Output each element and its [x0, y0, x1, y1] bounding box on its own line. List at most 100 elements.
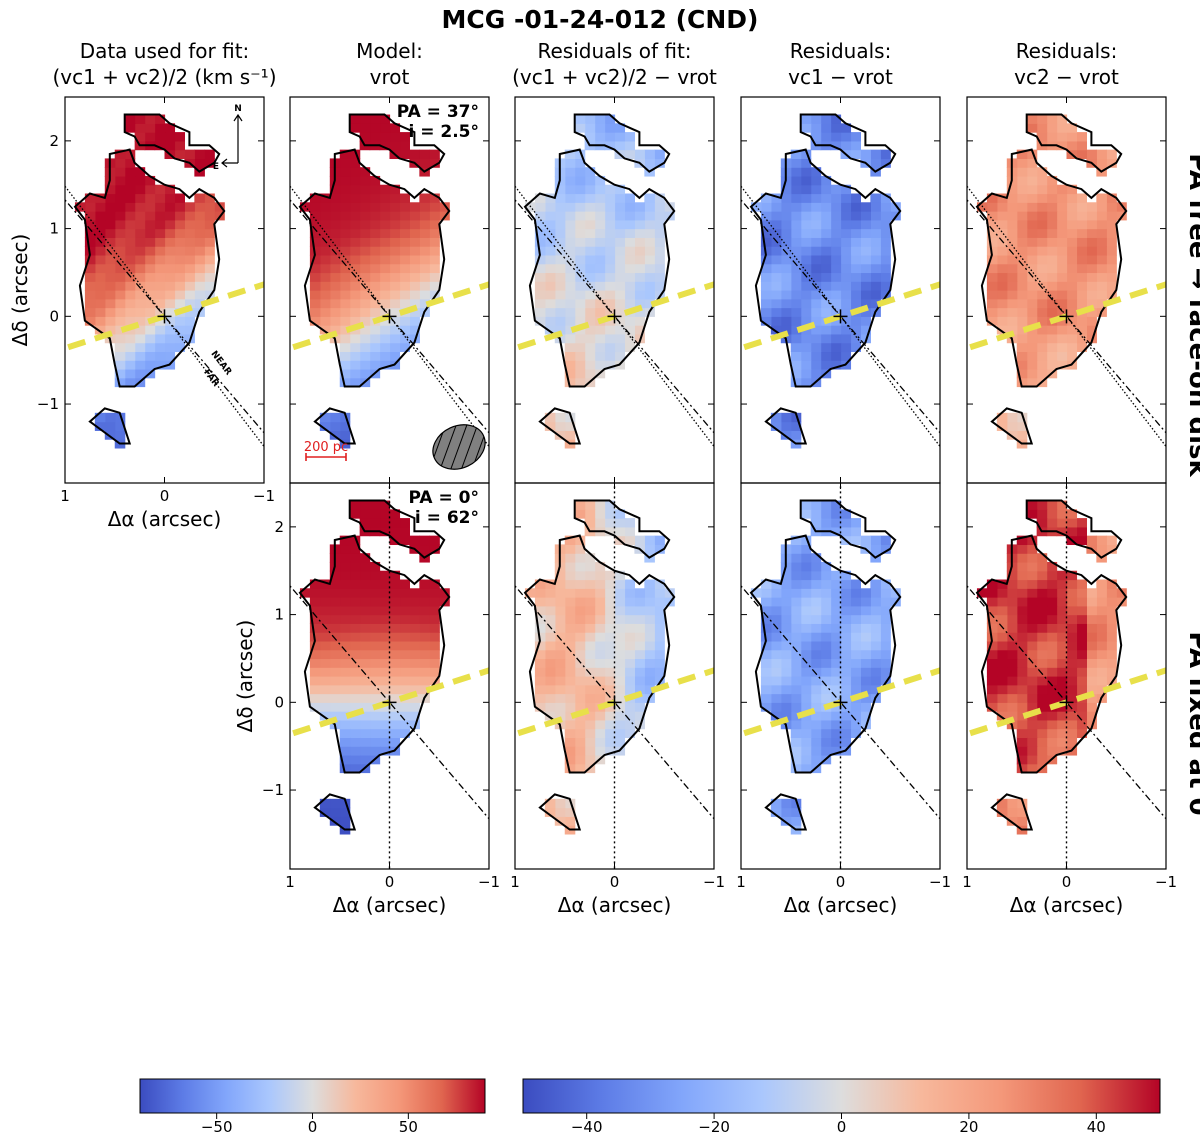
pixel — [860, 597, 871, 607]
pixel — [319, 649, 331, 660]
pixel — [840, 623, 852, 633]
pixel — [1036, 219, 1048, 230]
pixel — [760, 658, 772, 668]
pixel — [760, 254, 772, 265]
pixel — [810, 719, 822, 730]
pixel — [604, 684, 616, 695]
pixel — [339, 632, 351, 642]
pixel — [1016, 254, 1028, 265]
pixel — [429, 219, 440, 230]
pixel — [1026, 351, 1038, 361]
pixel — [1056, 640, 1068, 651]
pixel — [1076, 579, 1087, 589]
pixel — [996, 579, 1008, 589]
pixel — [604, 316, 616, 326]
pixel — [564, 202, 576, 212]
pixel — [614, 676, 626, 686]
pixel — [564, 763, 576, 774]
pixel — [419, 640, 430, 651]
pixel — [584, 167, 596, 177]
pixel — [1036, 518, 1048, 528]
pixel — [1046, 193, 1058, 203]
pixel — [1036, 588, 1048, 598]
pixel — [790, 684, 802, 695]
pixel — [574, 184, 586, 195]
pixel — [644, 597, 655, 607]
pixel — [850, 263, 861, 274]
pixel — [860, 614, 871, 624]
pixel — [1086, 281, 1097, 291]
pixel — [554, 193, 566, 203]
pixel — [790, 272, 802, 282]
pixel — [399, 649, 410, 660]
pixel — [870, 246, 881, 256]
pixel — [654, 658, 665, 668]
pixel — [830, 351, 842, 361]
pixel — [379, 676, 391, 686]
pixel — [790, 667, 802, 677]
pixel — [624, 149, 635, 160]
pixel — [1056, 579, 1068, 589]
pixel — [860, 298, 871, 309]
pixel — [379, 333, 391, 344]
pixel — [574, 263, 586, 274]
pixel — [419, 219, 430, 230]
pixel — [760, 298, 772, 309]
pixel — [780, 649, 792, 660]
pixel — [359, 597, 371, 607]
pixel — [1036, 307, 1048, 317]
pixel — [810, 500, 822, 510]
pixel — [1066, 298, 1078, 309]
pixel — [1096, 149, 1107, 160]
pixel — [1006, 430, 1018, 440]
xtick-label: 1 — [510, 873, 520, 891]
pixel — [319, 614, 331, 624]
pixel — [1046, 614, 1058, 624]
pixel — [349, 667, 361, 677]
pixel — [870, 298, 881, 309]
pixel — [1026, 377, 1038, 388]
pixel — [800, 746, 812, 756]
pixel — [409, 667, 420, 677]
pixel — [810, 211, 822, 221]
pixel — [409, 307, 420, 317]
pixel — [1106, 535, 1117, 546]
pixel — [174, 281, 185, 291]
pixel — [810, 632, 822, 642]
pixel — [780, 237, 792, 247]
pixel — [624, 211, 635, 221]
pixel — [1016, 553, 1028, 563]
pixel — [1056, 246, 1068, 256]
contour-1 — [573, 499, 671, 559]
pixel — [820, 676, 832, 686]
pixel — [790, 693, 802, 703]
pixel — [164, 298, 176, 309]
pixel — [840, 676, 852, 686]
pixel — [1066, 526, 1078, 537]
pixel — [359, 193, 371, 203]
ytick-label: 2 — [49, 132, 59, 150]
pixel — [1036, 281, 1048, 291]
pixel — [1046, 658, 1058, 668]
pixel — [1066, 570, 1078, 581]
pixel — [840, 684, 852, 695]
pixel — [1006, 307, 1018, 317]
pixel — [554, 246, 566, 256]
pixel — [850, 526, 861, 537]
pixel — [574, 728, 586, 739]
pixel — [369, 290, 381, 300]
pixel — [770, 290, 782, 300]
pixel — [1096, 667, 1107, 677]
pixel — [1026, 754, 1038, 765]
pixel — [554, 228, 566, 238]
pixel — [379, 570, 391, 581]
pixel — [544, 202, 556, 212]
pixel — [760, 597, 772, 607]
pixel — [780, 632, 792, 642]
pixel — [780, 412, 792, 423]
pixel — [594, 307, 606, 317]
pixel — [1056, 570, 1068, 581]
pixel — [1016, 307, 1028, 317]
pixel — [574, 702, 586, 712]
pixel — [574, 561, 586, 572]
